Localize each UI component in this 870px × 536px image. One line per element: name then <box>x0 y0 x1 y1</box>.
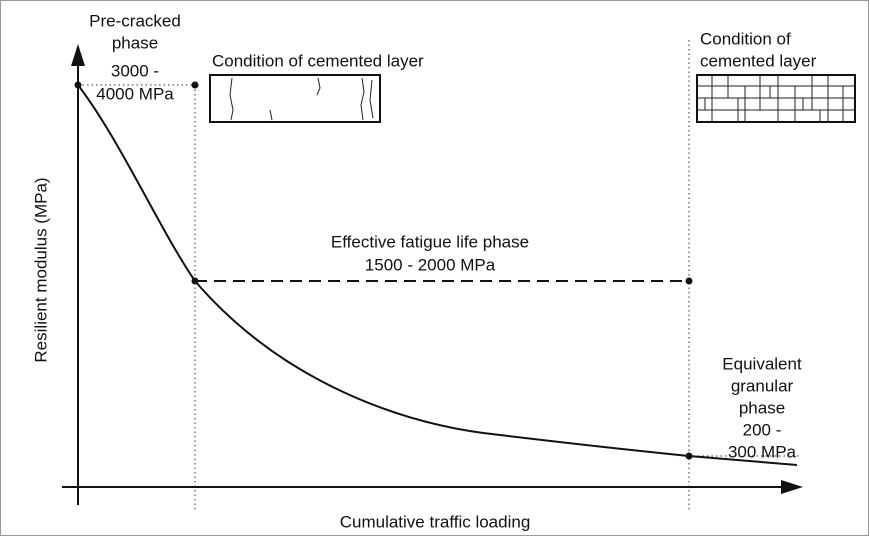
phase-label: phase <box>739 398 785 417</box>
layer-intact <box>209 74 381 123</box>
y-axis-label: Resilient modulus (MPa) <box>31 177 50 362</box>
condition-label: cemented layer <box>700 51 817 70</box>
phase-label: 300 MPa <box>728 442 797 461</box>
phase-label: 3000 - <box>111 61 159 80</box>
phase-label: Effective fatigue life phase <box>331 232 529 251</box>
phase-label: 200 - <box>743 420 782 439</box>
phase-label: Equivalent <box>722 354 802 373</box>
modulus-curve <box>77 84 798 466</box>
x-arrow <box>781 480 803 494</box>
condition-label: Condition of <box>700 29 791 48</box>
phase-label: Pre-cracked <box>89 11 181 30</box>
phase-label: 4000 MPa <box>96 84 174 103</box>
y-arrow <box>71 44 85 66</box>
x-axis-label: Cumulative traffic loading <box>340 512 531 531</box>
condition-label: Condition of cemented layer <box>212 51 424 70</box>
points <box>74 81 693 460</box>
phase-label: phase <box>112 33 158 52</box>
layer-cracked <box>696 74 856 123</box>
phase-label: 1500 - 2000 MPa <box>365 255 496 274</box>
phase-label: granular <box>731 376 794 395</box>
